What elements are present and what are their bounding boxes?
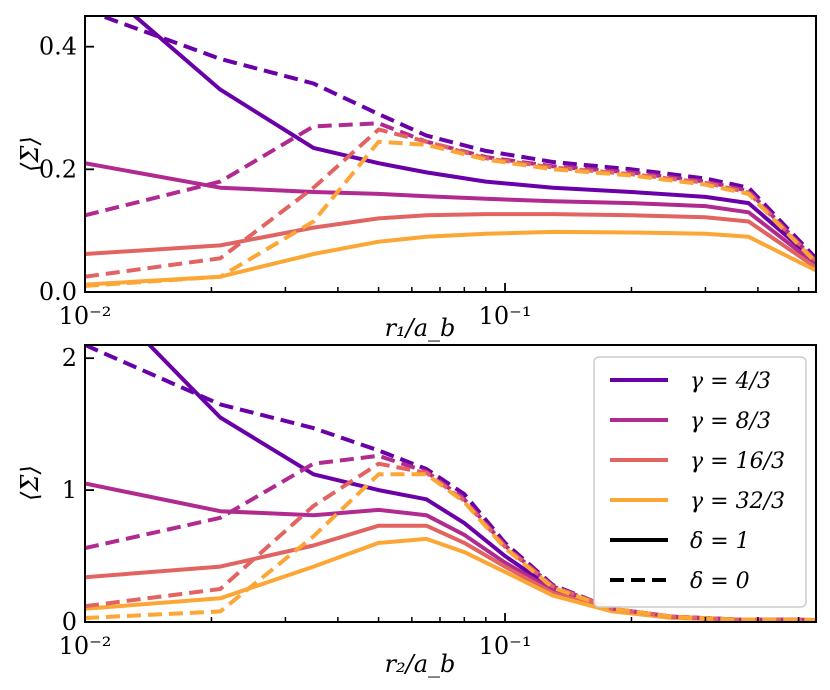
series-line-2 (85, 212, 816, 270)
panel-top-xlabel: r₁/a_b (385, 314, 456, 342)
legend-label: γ = 16/3 (690, 449, 785, 474)
legend-label: γ = 4/3 (690, 369, 771, 394)
series-line-1 (85, 161, 816, 266)
panel-bottom: 10⁻² 10⁻¹ 0 1 2 ⟨Σ⟩ r₂/a_b (16, 344, 817, 678)
series-line-4 (85, 345, 816, 622)
panel-bottom-frame (84, 344, 817, 623)
x-tick-label: 10⁻¹ (479, 302, 532, 330)
panel-bottom-xlabel: r₂/a_b (385, 650, 456, 678)
series-line-3 (85, 229, 816, 287)
panel-top-series (85, 16, 816, 288)
panel-bottom-ticks: 10⁻² 10⁻¹ 0 1 2 (59, 344, 800, 660)
y-tick-label: 2 (62, 344, 77, 372)
x-tick-label: 10⁻¹ (479, 632, 532, 660)
y-tick-label: 0.2 (39, 155, 77, 183)
series-line-6 (85, 127, 816, 279)
legend-label: γ = 8/3 (690, 409, 771, 434)
legend-label: δ = 0 (690, 569, 750, 594)
legend: γ = 4/3 γ = 8/3 γ = 16/3 γ = 32/3 δ = 1 δ = 0 (593, 356, 807, 608)
legend-label: δ = 1 (690, 529, 750, 554)
legend-entries: γ = 4/3 γ = 8/3 γ = 16/3 γ = 32/3 δ = 1 δ = 0 (610, 369, 785, 594)
y-tick-label: 1 (62, 476, 77, 504)
x-tick-label: 10⁻² (59, 632, 112, 660)
panel-bottom-series (85, 345, 816, 622)
x-tick-label: 10⁻² (59, 302, 112, 330)
series-line-5 (85, 121, 816, 263)
series-line-4 (95, 16, 816, 260)
y-tick-label: 0 (62, 608, 77, 636)
y-tick-label: 0.4 (39, 33, 77, 61)
panel-top-ticks: 10⁻² 10⁻¹ 0.0 0.2 0.4 (39, 33, 800, 330)
panel-top: 10⁻² 10⁻¹ 0.0 0.2 0.4 ⟨Σ⟩ r₁/a_b (16, 15, 817, 342)
legend-label: γ = 32/3 (690, 489, 785, 514)
series-line-7 (85, 472, 816, 622)
y-tick-label: 0.0 (39, 278, 77, 306)
panel-bottom-ylabel: ⟨Σ⟩ (16, 465, 44, 501)
panel-top-frame (84, 15, 817, 293)
panel-top-ylabel: ⟨Σ⟩ (16, 136, 44, 172)
series-line-0 (131, 16, 816, 263)
